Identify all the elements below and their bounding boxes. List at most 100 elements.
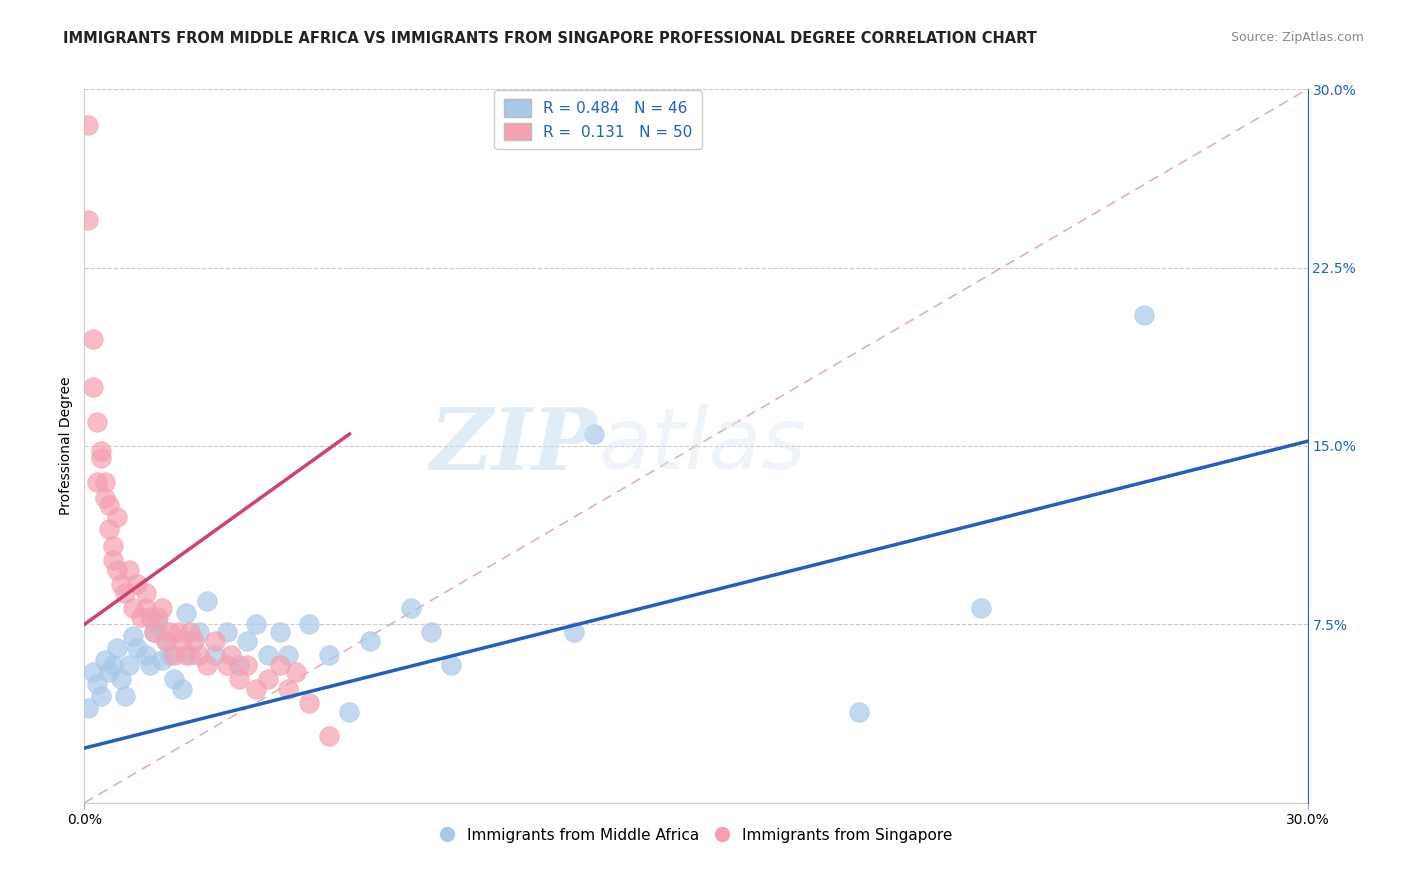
Point	[150, 653, 173, 667]
Point	[138, 657, 160, 672]
Point	[146, 610, 169, 624]
Point	[90, 450, 112, 465]
Point	[318, 729, 340, 743]
Point	[77, 213, 100, 227]
Point	[217, 624, 239, 639]
Point	[114, 689, 136, 703]
Text: ZIP: ZIP	[430, 404, 598, 488]
Point	[105, 563, 128, 577]
Point	[135, 600, 157, 615]
Point	[93, 653, 115, 667]
Point	[101, 657, 124, 672]
Point	[219, 648, 242, 663]
Point	[150, 600, 173, 615]
Point	[204, 634, 226, 648]
Point	[195, 593, 218, 607]
Point	[236, 657, 259, 672]
Point	[86, 677, 108, 691]
Point	[848, 706, 870, 720]
Point	[228, 657, 250, 672]
Point	[118, 657, 141, 672]
Point	[236, 634, 259, 648]
Point	[82, 379, 104, 393]
Point	[562, 624, 585, 639]
Point	[101, 539, 124, 553]
Point	[77, 118, 100, 132]
Point	[138, 610, 160, 624]
Y-axis label: Professional Degree: Professional Degree	[59, 376, 73, 516]
Point	[298, 617, 321, 632]
Point	[245, 617, 267, 632]
Point	[318, 648, 340, 663]
Point	[93, 491, 115, 506]
Point	[174, 606, 197, 620]
Point	[90, 443, 112, 458]
Point	[82, 332, 104, 346]
Point	[277, 648, 299, 663]
Point	[970, 600, 993, 615]
Point	[1133, 308, 1156, 322]
Point	[159, 624, 181, 639]
Point	[228, 672, 250, 686]
Point	[90, 689, 112, 703]
Point	[118, 563, 141, 577]
Point	[174, 648, 197, 663]
Point	[122, 600, 145, 615]
Text: atlas: atlas	[598, 404, 806, 488]
Point	[110, 577, 132, 591]
Point	[105, 510, 128, 524]
Point	[131, 610, 153, 624]
Point	[179, 624, 201, 639]
Point	[155, 634, 177, 648]
Point	[135, 648, 157, 663]
Point	[127, 641, 149, 656]
Point	[257, 648, 280, 663]
Point	[146, 617, 169, 632]
Point	[93, 475, 115, 489]
Point	[277, 681, 299, 696]
Point	[217, 657, 239, 672]
Point	[163, 648, 186, 663]
Point	[86, 415, 108, 429]
Point	[135, 586, 157, 600]
Point	[122, 629, 145, 643]
Point	[142, 624, 165, 639]
Point	[97, 522, 120, 536]
Point	[82, 665, 104, 679]
Point	[167, 624, 190, 639]
Point	[77, 700, 100, 714]
Point	[114, 586, 136, 600]
Point	[105, 641, 128, 656]
Point	[399, 600, 422, 615]
Text: Source: ZipAtlas.com: Source: ZipAtlas.com	[1230, 31, 1364, 45]
Point	[269, 657, 291, 672]
Point	[97, 665, 120, 679]
Point	[257, 672, 280, 686]
Point	[179, 648, 201, 663]
Point	[187, 624, 209, 639]
Point	[155, 634, 177, 648]
Point	[269, 624, 291, 639]
Point	[298, 696, 321, 710]
Point	[159, 648, 181, 663]
Point	[245, 681, 267, 696]
Text: IMMIGRANTS FROM MIDDLE AFRICA VS IMMIGRANTS FROM SINGAPORE PROFESSIONAL DEGREE C: IMMIGRANTS FROM MIDDLE AFRICA VS IMMIGRA…	[63, 31, 1038, 46]
Point	[583, 427, 606, 442]
Point	[110, 672, 132, 686]
Point	[86, 475, 108, 489]
Point	[420, 624, 443, 639]
Point	[163, 672, 186, 686]
Point	[285, 665, 308, 679]
Legend: Immigrants from Middle Africa, Immigrants from Singapore: Immigrants from Middle Africa, Immigrant…	[433, 822, 959, 848]
Point	[339, 706, 361, 720]
Point	[172, 634, 194, 648]
Point	[142, 624, 165, 639]
Point	[127, 577, 149, 591]
Point	[359, 634, 381, 648]
Point	[183, 634, 205, 648]
Point	[97, 499, 120, 513]
Point	[204, 648, 226, 663]
Point	[187, 648, 209, 663]
Point	[195, 657, 218, 672]
Point	[440, 657, 463, 672]
